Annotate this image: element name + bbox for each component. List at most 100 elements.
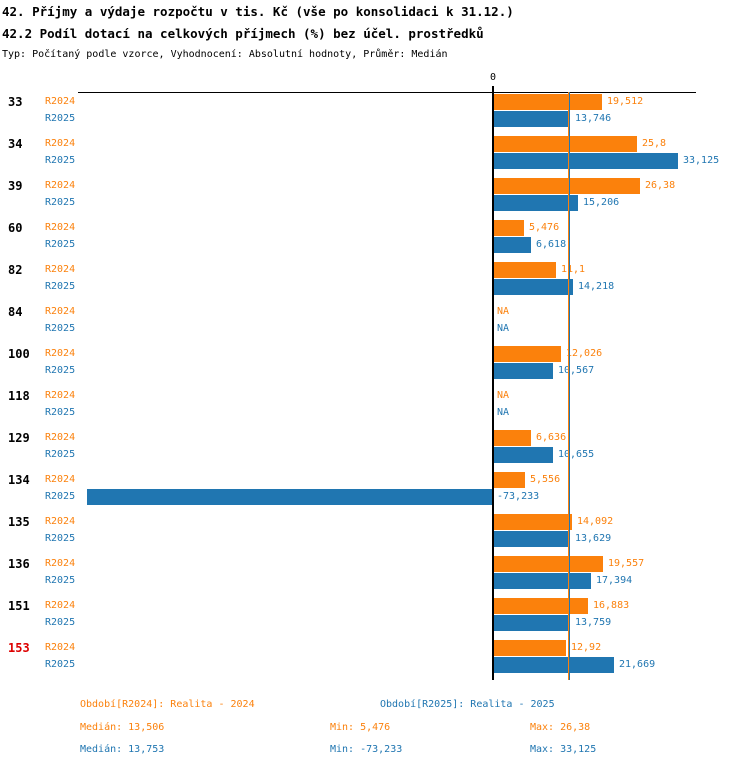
footer-min-r2024: Min: 5,476 [330, 722, 391, 733]
bar-r2025 [494, 573, 591, 589]
axis-top-rule [78, 92, 696, 93]
series-label-r2025: R2025 [45, 197, 76, 208]
bar-r2025 [494, 615, 570, 631]
bar-value-r2024: 14,092 [577, 516, 614, 527]
series-label-r2024: R2024 [45, 558, 76, 569]
footer-median-r2024: Medián: 13,506 [80, 722, 165, 733]
footer-median-r2025: Medián: 13,753 [80, 744, 165, 755]
series-label-r2025: R2025 [45, 281, 76, 292]
bar-value-r2024: 26,38 [645, 180, 676, 191]
footer-period-r2025: Období[R2025]: Realita - 2025 [380, 699, 555, 710]
bar-value-r2024: 25,8 [642, 138, 667, 149]
series-label-r2025: R2025 [45, 407, 76, 418]
bar-value-r2024: 6,636 [536, 432, 567, 443]
category-label: 33 [8, 95, 23, 109]
footer-max-r2024: Max: 26,38 [530, 722, 591, 733]
category-label: 136 [8, 557, 30, 571]
category-label: 135 [8, 515, 30, 529]
bar-r2025 [494, 447, 553, 463]
bar-r2025 [494, 237, 531, 253]
bar-value-r2025: 13,629 [575, 533, 612, 544]
series-label-r2025: R2025 [45, 113, 76, 124]
report-subtitle: 42.2 Podíl dotací na celkových příjmech … [2, 26, 484, 41]
bar-r2025 [494, 657, 614, 673]
bar-r2024 [494, 136, 637, 152]
series-label-r2024: R2024 [45, 138, 76, 149]
footer-max-r2025: Max: 33,125 [530, 744, 597, 755]
bar-value-r2025: 6,618 [536, 239, 567, 250]
bar-value-na-r2025: NA [497, 323, 510, 334]
series-label-r2025: R2025 [45, 239, 76, 250]
bar-value-r2025: 10,567 [558, 365, 595, 376]
bar-value-r2025: 14,218 [578, 281, 615, 292]
series-label-r2024: R2024 [45, 306, 76, 317]
category-label: 134 [8, 473, 30, 487]
bar-r2024 [494, 472, 525, 488]
footer-min-r2025: Min: -73,233 [330, 744, 403, 755]
bar-value-r2024: 5,476 [529, 222, 560, 233]
series-label-r2024: R2024 [45, 222, 76, 233]
footer-period-r2024: Období[R2024]: Realita - 2024 [80, 699, 255, 710]
bar-value-r2025: 10,655 [558, 449, 595, 460]
series-label-r2025: R2025 [45, 155, 76, 166]
bar-value-r2024: 19,557 [608, 558, 645, 569]
series-label-r2025: R2025 [45, 659, 76, 670]
bar-r2024 [494, 640, 566, 656]
series-label-r2025: R2025 [45, 575, 76, 586]
bar-value-na-r2024: NA [497, 390, 510, 401]
category-label: 151 [8, 599, 30, 613]
series-label-r2025: R2025 [45, 449, 76, 460]
category-label: 100 [8, 347, 30, 361]
bar-r2025 [494, 111, 570, 127]
category-label: 39 [8, 179, 23, 193]
bar-value-r2025: 13,759 [575, 617, 612, 628]
bar-r2025 [87, 489, 493, 505]
category-label: 153 [8, 641, 30, 655]
series-label-r2024: R2024 [45, 96, 76, 107]
series-label-r2024: R2024 [45, 642, 76, 653]
bar-value-r2025: 13,746 [575, 113, 612, 124]
bar-value-r2024: 5,556 [530, 474, 561, 485]
series-label-r2024: R2024 [45, 180, 76, 191]
bar-value-na-r2024: NA [497, 306, 510, 317]
series-label-r2025: R2025 [45, 491, 76, 502]
series-label-r2025: R2025 [45, 533, 76, 544]
series-label-r2025: R2025 [45, 617, 76, 628]
series-label-r2024: R2024 [45, 348, 76, 359]
series-label-r2024: R2024 [45, 600, 76, 611]
series-label-r2025: R2025 [45, 323, 76, 334]
bar-value-r2024: 12,92 [571, 642, 602, 653]
bar-r2025 [494, 153, 678, 169]
bar-r2024 [494, 556, 603, 572]
bar-r2025 [494, 279, 573, 295]
bar-value-r2024: 11,1 [561, 264, 586, 275]
category-label: 84 [8, 305, 23, 319]
category-label: 129 [8, 431, 30, 445]
bar-r2024 [494, 220, 524, 236]
bar-value-r2025: -73,233 [497, 491, 540, 502]
bar-value-r2025: 21,669 [619, 659, 656, 670]
bar-value-r2025: 17,394 [596, 575, 633, 586]
bar-value-r2024: 12,026 [566, 348, 603, 359]
series-label-r2024: R2024 [45, 432, 76, 443]
median-line-r2025 [569, 92, 570, 680]
series-label-r2024: R2024 [45, 474, 76, 485]
bar-value-r2024: 19,512 [607, 96, 644, 107]
bar-value-r2025: 33,125 [683, 155, 720, 166]
axis-zero-tick-label: 0 [489, 72, 497, 83]
bar-r2024 [494, 94, 602, 110]
bar-r2025 [494, 531, 570, 547]
axis-zero-line [492, 86, 494, 680]
bar-r2024 [494, 346, 561, 362]
bar-r2024 [494, 514, 572, 530]
bar-r2024 [494, 262, 556, 278]
series-label-r2024: R2024 [45, 390, 76, 401]
report-title: 42. Příjmy a výdaje rozpočtu v tis. Kč (… [2, 4, 514, 19]
bar-r2024 [494, 598, 588, 614]
bar-r2025 [494, 363, 553, 379]
category-label: 82 [8, 263, 23, 277]
bar-chart: 0 33 R2024 19,512 R2025 13,746 34 R2024 25,8 R20… [8, 72, 720, 680]
category-label: 34 [8, 137, 23, 151]
bar-r2024 [494, 430, 531, 446]
report-meta-line: Typ: Počítaný podle vzorce, Vyhodnocení:… [2, 49, 448, 60]
